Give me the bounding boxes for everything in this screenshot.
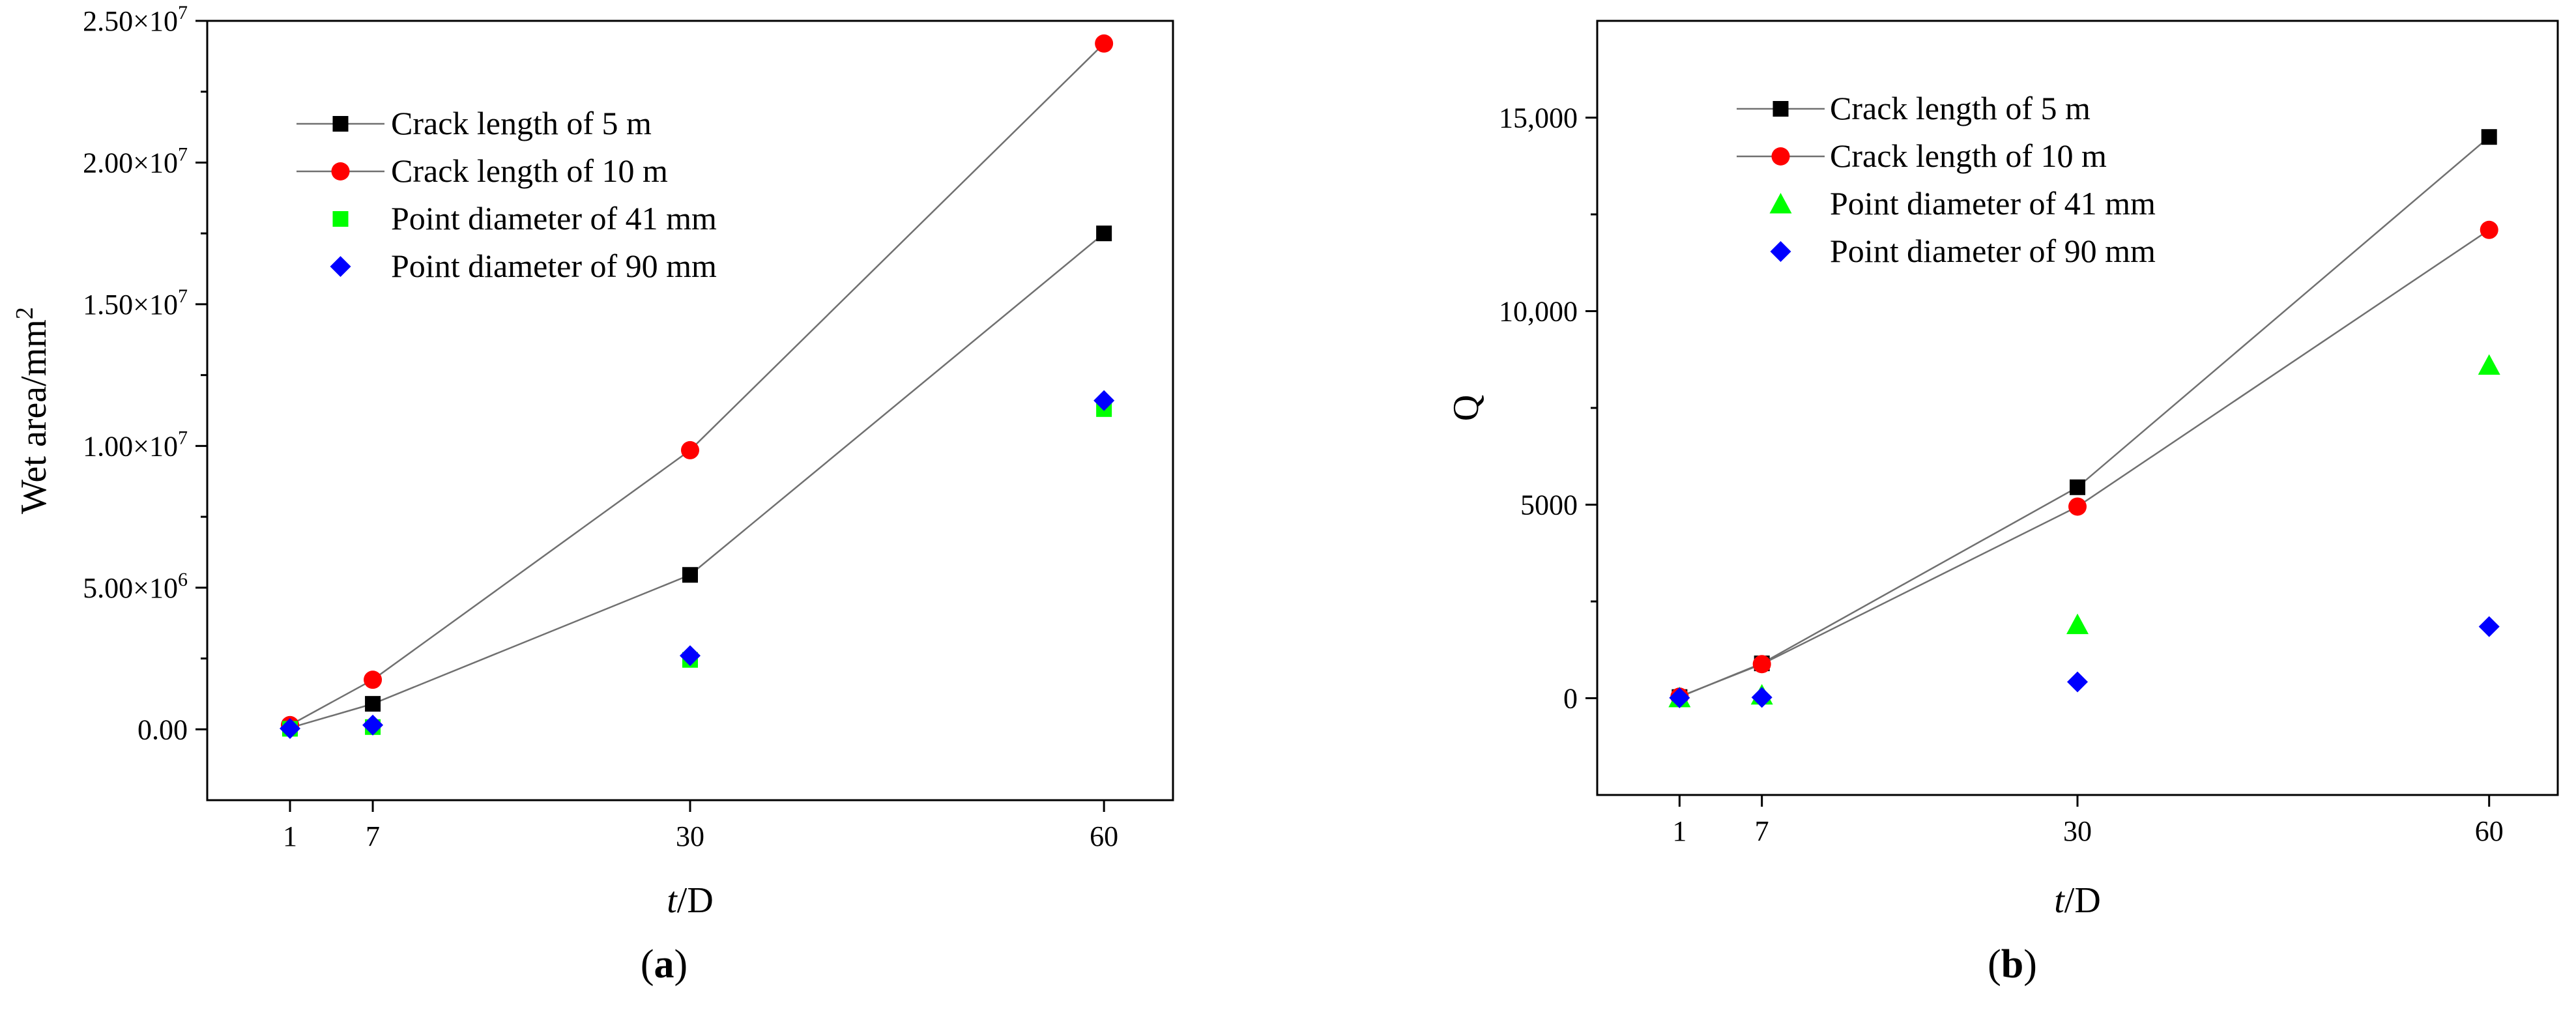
data-point	[2480, 220, 2498, 239]
legend-label: Point diameter of 41 mm	[391, 200, 717, 237]
y-tick-label: 0	[1563, 683, 1578, 715]
x-tick-label: 1	[283, 820, 297, 852]
y-tick-label: 2.00×107	[83, 143, 188, 179]
legend-label: Crack length of 5 m	[1830, 90, 2091, 126]
x-tick-label: 60	[1090, 820, 1118, 852]
data-point	[364, 671, 383, 689]
legend-marker	[332, 116, 349, 132]
x-tick-label: 30	[676, 820, 704, 852]
y-tick-label: 10,000	[1499, 296, 1578, 328]
series-line	[289, 42, 1105, 726]
legend-marker	[330, 256, 351, 277]
data-point	[1751, 687, 1773, 708]
x-tick-label: 1	[1672, 815, 1686, 847]
x-axis-label: t/D	[2054, 880, 2101, 921]
x-tick-label: 7	[366, 820, 380, 852]
y-tick-label: 5.00×106	[83, 569, 188, 604]
panel-label: (b)	[1988, 942, 2037, 987]
data-point	[2481, 129, 2497, 145]
data-point	[1096, 225, 1112, 242]
data-point	[680, 645, 701, 667]
chart-panel-a: 1 7 30 60 0.00 5.00×106 1.00×107 1.50×107 2.00×1…	[11, 2, 1174, 987]
y-tick-label: 1.00×107	[83, 427, 188, 462]
y-axis-label: Q	[1446, 395, 1486, 421]
legend-label: Point diameter of 90 mm	[391, 248, 717, 284]
data-point	[1752, 655, 1771, 674]
legend-label: Crack length of 10 m	[391, 152, 668, 189]
legend-label: Point diameter of 41 mm	[1830, 185, 2156, 222]
legend-label: Crack length of 10 m	[1830, 137, 2107, 174]
y-tick-label: 1.50×107	[83, 285, 188, 321]
legend-marker	[1769, 193, 1792, 214]
data-point	[2067, 671, 2088, 693]
data-point	[2068, 497, 2087, 516]
series-line	[1679, 229, 2490, 698]
data-point	[280, 717, 301, 739]
data-point	[2478, 616, 2500, 637]
x-tick-label: 60	[2475, 815, 2504, 847]
y-tick-label: 5000	[1520, 489, 1578, 521]
plot-frame	[206, 20, 1174, 801]
data-point	[1095, 34, 1114, 53]
data-point	[362, 714, 384, 736]
series-line	[289, 233, 1105, 729]
chart-panel-b: 1 7 30 60 0 5000 10,000 15,000 Crack length of 5…	[1446, 20, 2559, 987]
y-tick-label: 15,000	[1499, 102, 1578, 134]
x-tick-label: 7	[1755, 815, 1769, 847]
data-point	[2478, 354, 2500, 375]
data-point	[1669, 687, 1690, 708]
legend-marker	[1773, 101, 1789, 117]
legend-marker	[1771, 147, 1790, 166]
legend-marker	[331, 162, 350, 180]
y-tick-label: 0.00	[137, 714, 188, 745]
data-point	[682, 567, 698, 583]
data-point	[1093, 390, 1115, 411]
y-tick-label: 2.50×107	[83, 2, 188, 37]
data-point	[681, 440, 699, 459]
legend-marker	[332, 211, 349, 227]
data-point	[2070, 479, 2085, 495]
legend-label: Crack length of 5 m	[391, 105, 652, 141]
legend-marker	[1770, 241, 1791, 262]
legend-label: Point diameter of 90 mm	[1830, 233, 2156, 269]
data-point	[365, 696, 381, 712]
panel-label: (a)	[641, 942, 687, 987]
x-axis-label: t/D	[667, 880, 714, 921]
x-tick-label: 30	[2063, 815, 2092, 847]
y-axis-label: Wet area/mm2	[11, 307, 54, 514]
data-point	[2066, 613, 2089, 635]
